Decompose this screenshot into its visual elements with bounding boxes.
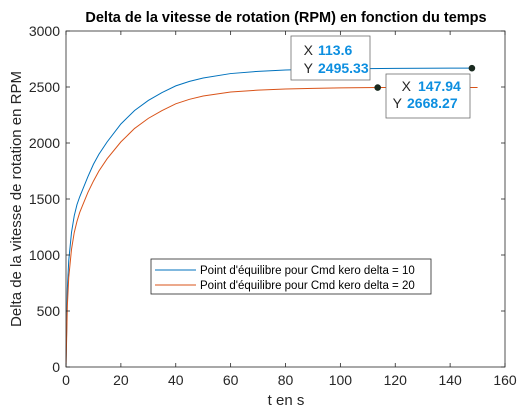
y-tick-label: 3000 [29, 23, 60, 39]
datatip-2-y-key: Y [393, 95, 403, 111]
x-axis-ticks: 0 20 40 60 80 100 120 140 160 [62, 31, 517, 388]
x-tick-label: 120 [384, 372, 408, 388]
x-tick-label: 140 [438, 372, 462, 388]
y-axis-ticks: 0 500 1000 1500 2000 2500 3000 [29, 23, 505, 375]
x-axis-label: t en s [268, 392, 305, 409]
x-tick-label: 160 [493, 372, 517, 388]
legend-entry-series-1: Point d'équilibre pour Cmd kero delta = … [200, 265, 415, 277]
y-tick-label: 500 [37, 303, 61, 319]
x-tick-label: 40 [168, 372, 184, 388]
datatip-2-x-key: X [402, 78, 412, 94]
datatip-2-x-value: 147.94 [418, 78, 461, 94]
x-tick-label: 0 [62, 372, 70, 388]
legend: Point d'équilibre pour Cmd kero delta = … [150, 258, 432, 295]
x-tick-label: 60 [223, 372, 239, 388]
x-tick-label: 80 [278, 372, 294, 388]
datatip-1-x-value: 113.6 [318, 42, 352, 58]
legend-box [150, 258, 432, 295]
datatip-1-box [290, 35, 371, 81]
y-tick-label: 2000 [29, 135, 60, 151]
datatip-1-x-key: X [304, 42, 314, 58]
x-tick-label: 20 [113, 372, 129, 388]
chart-title: Delta de la vitesse de rotation (RPM) en… [85, 10, 486, 26]
datatip-markers [374, 64, 476, 91]
datatip-1-y-value: 2495.33 [318, 60, 369, 76]
datatip-2-y-value: 2668.27 [407, 95, 458, 111]
series-line-2 [65, 86, 478, 368]
y-tick-label: 0 [52, 359, 60, 375]
y-axis-label: Delta de la vitesse de rotation en RPM [8, 71, 25, 327]
datatip-2-box [385, 73, 471, 119]
datatip-1-y-key: Y [304, 60, 314, 76]
y-tick-label: 2500 [29, 79, 60, 95]
x-tick-label: 100 [329, 372, 353, 388]
datatip-1[interactable]: X 113.6 Y 2495.33 [290, 35, 371, 81]
datatip-marker-2[interactable] [468, 64, 476, 72]
legend-entry-series-2: Point d'équilibre pour Cmd kero delta = … [200, 280, 415, 292]
datatip-marker-1[interactable] [374, 84, 381, 91]
y-tick-label: 1500 [29, 191, 60, 207]
y-tick-label: 1000 [29, 247, 60, 263]
datatips: X 113.6 Y 2495.33 X 147.94 Y 2668.27 [290, 35, 471, 119]
datatip-2[interactable]: X 147.94 Y 2668.27 [385, 73, 471, 119]
